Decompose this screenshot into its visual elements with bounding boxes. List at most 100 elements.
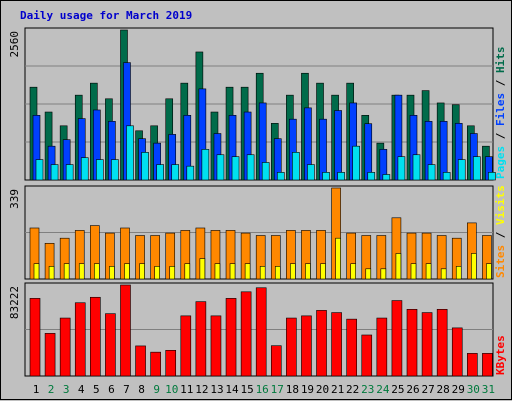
max-label-hits-files-pages: 2560 (8, 31, 21, 58)
bar-sites-13 (214, 263, 221, 280)
bar-sites-3 (63, 263, 70, 280)
right-label-kbytes: KBytes (494, 335, 507, 375)
bar-kbytes-18 (286, 317, 297, 377)
bar-sites-15 (244, 263, 251, 280)
bar-pages-2 (50, 164, 59, 181)
bar-kbytes-1 (29, 298, 41, 377)
day-label-4: 4 (78, 383, 85, 396)
right-label-part: Files (494, 93, 507, 126)
day-label-8: 8 (138, 383, 145, 396)
right-label-part: Hits (494, 47, 507, 74)
bar-pages-27 (427, 164, 436, 181)
bar-sites-30 (471, 253, 477, 280)
day-label-10: 10 (165, 383, 178, 396)
bar-pages-20 (322, 172, 330, 181)
day-label-5: 5 (93, 383, 100, 396)
right-label-part: KBytes (494, 335, 507, 375)
bar-sites-12 (199, 258, 206, 280)
bar-pages-30 (473, 156, 481, 181)
bar-sites-16 (259, 266, 266, 280)
bar-sites-8 (139, 263, 145, 280)
bar-kbytes-11 (180, 315, 192, 377)
bar-kbytes-21 (331, 312, 342, 377)
day-label-19: 19 (301, 383, 314, 396)
day-label-17: 17 (271, 383, 284, 396)
day-label-23: 23 (361, 383, 374, 396)
bar-kbytes-22 (346, 318, 357, 377)
day-label-1: 1 (33, 383, 40, 396)
bar-pages-25 (397, 156, 406, 181)
bar-sites-17 (274, 266, 281, 280)
bar-pages-17 (276, 172, 285, 181)
bar-sites-21 (335, 237, 341, 280)
day-label-13: 13 (210, 383, 223, 396)
bar-kbytes-31 (482, 353, 493, 377)
right-label-part: / (494, 73, 507, 93)
bar-sites-6 (109, 266, 115, 280)
day-label-31: 31 (482, 383, 495, 396)
bar-pages-31 (488, 172, 496, 181)
bar-sites-31 (486, 263, 492, 280)
bar-sites-19 (305, 263, 311, 280)
bar-sites-7 (124, 263, 130, 280)
day-label-11: 11 (180, 383, 193, 396)
bar-kbytes-28 (436, 308, 448, 377)
right-label-hits-files-pages: Pages / Files / Hits (494, 47, 507, 180)
bar-kbytes-6 (105, 313, 116, 377)
bar-kbytes-19 (301, 315, 312, 377)
bar-sites-25 (395, 253, 402, 280)
day-label-18: 18 (286, 383, 299, 396)
day-label-29: 29 (452, 383, 465, 396)
bar-pages-26 (412, 154, 421, 181)
bar-files-21 (334, 110, 342, 181)
bar-kbytes-16 (255, 287, 267, 377)
bar-pages-11 (186, 165, 195, 181)
day-label-20: 20 (316, 383, 329, 396)
day-label-16: 16 (256, 383, 269, 396)
bar-kbytes-9 (150, 351, 161, 377)
right-label-part: / (494, 225, 507, 245)
bar-sites-10 (169, 266, 176, 280)
bar-pages-14 (231, 156, 240, 181)
max-label-kbytes: 83222 (8, 286, 21, 319)
max-label-visits-sites: 339 (8, 189, 21, 209)
bar-sites-29 (455, 266, 462, 280)
bar-sites-11 (184, 263, 191, 280)
day-label-7: 7 (123, 383, 130, 396)
bar-kbytes-30 (467, 353, 478, 377)
right-label-part: / (494, 126, 507, 146)
bar-pages-1 (35, 159, 44, 181)
bar-pages-5 (96, 159, 104, 181)
bar-pages-22 (352, 145, 360, 181)
bar-pages-15 (246, 154, 255, 181)
bar-kbytes-17 (270, 345, 282, 377)
bar-kbytes-4 (74, 302, 86, 377)
right-label-part: Visits (494, 185, 507, 225)
bar-files-20 (319, 118, 327, 181)
bar-sites-22 (350, 263, 356, 280)
right-label-part: Pages (494, 146, 507, 179)
bar-sites-20 (320, 263, 326, 280)
bar-pages-29 (457, 159, 466, 181)
bar-kbytes-10 (165, 350, 177, 377)
bar-pages-6 (111, 159, 119, 181)
bar-kbytes-15 (240, 291, 252, 377)
bar-pages-12 (201, 149, 210, 181)
bar-pages-28 (442, 172, 451, 181)
bar-kbytes-24 (376, 317, 388, 377)
bar-pages-3 (65, 164, 74, 181)
bar-sites-14 (229, 263, 236, 280)
bar-kbytes-13 (210, 315, 222, 377)
day-label-3: 3 (63, 383, 70, 396)
bar-pages-18 (292, 152, 300, 181)
bar-pages-16 (261, 162, 270, 181)
bar-files-28 (439, 121, 448, 181)
bar-kbytes-7 (120, 284, 131, 377)
bar-kbytes-2 (44, 333, 56, 377)
bar-sites-28 (440, 268, 447, 280)
bar-sites-24 (380, 268, 387, 280)
day-label-6: 6 (108, 383, 115, 396)
bar-sites-23 (365, 268, 372, 280)
bar-sites-5 (94, 263, 100, 280)
